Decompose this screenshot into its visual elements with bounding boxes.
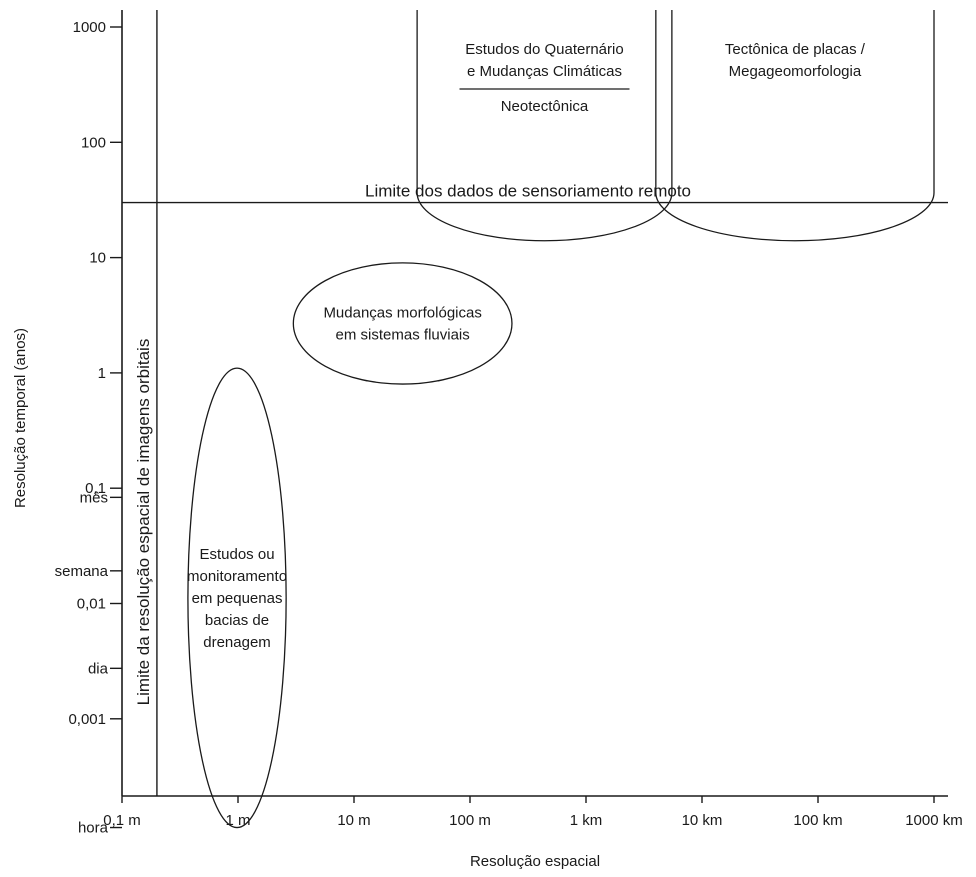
x-tick-label: 100 m xyxy=(449,812,491,829)
region-bacias-label-line: monitoramento xyxy=(187,568,287,585)
region-fluviais-label-line: Mudanças morfológicas xyxy=(323,304,481,321)
region-quaternario-label-line: Estudos do Quaternário xyxy=(465,41,623,58)
region-fluviais: Mudanças morfológicas em sistemas fluviai… xyxy=(292,262,513,385)
region-tectonica: Tectônica de placas / Megageomorfologia xyxy=(655,10,935,242)
y-tick-label: 100 xyxy=(81,134,106,151)
axes xyxy=(121,10,948,797)
y-tick-label: 1000 xyxy=(73,19,106,36)
region-quaternario-sub-label: Neotectônica xyxy=(501,98,589,115)
y-named-tick-label: dia xyxy=(88,660,109,677)
regions: Estudos do Quaternário e Mudanças Climáti… xyxy=(187,10,935,829)
y-tick-label: 0,1 xyxy=(85,480,106,497)
remote-sensing-limit-label: Limite dos dados de sensoriamento remoto xyxy=(365,182,691,201)
region-bacias-outline xyxy=(187,367,287,829)
y-axis-title: Resolução temporal (anos) xyxy=(12,328,29,508)
x-tick-label: 100 km xyxy=(793,812,842,829)
region-bacias-label-line: drenagem xyxy=(203,634,271,651)
x-tick-label: 0,1 m xyxy=(103,812,141,829)
y-named-tick-label: mês xyxy=(80,489,108,506)
region-bacias-label-line: em pequenas xyxy=(192,590,283,607)
y-ticks: 1000 100 10 1 0,1 0,01 0,001 xyxy=(68,19,122,728)
y-named-ticks: mês semana dia hora xyxy=(55,489,122,837)
region-bacias-label-line: Estudos ou xyxy=(199,546,274,563)
y-named-tick-label: hora xyxy=(78,820,109,837)
region-fluviais-outline xyxy=(292,262,513,385)
region-quaternario-outline xyxy=(416,10,673,242)
y-named-tick-label: semana xyxy=(55,563,109,580)
region-bacias: Estudos ou monitoramento em pequenas bacias… xyxy=(187,367,287,829)
x-tick-label: 1000 km xyxy=(905,812,963,829)
region-quaternario-label-line: e Mudanças Climáticas xyxy=(467,63,622,80)
region-bacias-label-line: bacias de xyxy=(205,612,269,629)
x-axis-title: Resolução espacial xyxy=(470,853,600,870)
x-tick-label: 1 km xyxy=(570,812,603,829)
y-tick-label: 1 xyxy=(98,365,106,382)
limits: Limite dos dados de sensoriamento remoto… xyxy=(122,10,948,796)
region-tectonica-label-line: Megageomorfologia xyxy=(729,63,862,80)
orbital-limit-label: Limite da resolução espacial de imagens … xyxy=(134,339,153,706)
y-tick-label: 10 xyxy=(89,250,106,267)
region-tectonica-label-line: Tectônica de placas / xyxy=(725,41,866,58)
region-tectonica-outline xyxy=(655,10,935,242)
y-tick-label: 0,01 xyxy=(77,596,106,613)
y-tick-label: 0,001 xyxy=(68,711,106,728)
x-tick-label: 10 km xyxy=(682,812,723,829)
region-fluviais-label-line: em sistemas fluviais xyxy=(336,326,470,343)
region-quaternario: Estudos do Quaternário e Mudanças Climáti… xyxy=(416,10,673,242)
x-tick-label: 1 m xyxy=(225,812,250,829)
x-ticks: 0,1 m 1 m 10 m 100 m 1 km 10 km 100 km 1000 km xyxy=(103,796,963,829)
x-tick-label: 10 m xyxy=(337,812,370,829)
